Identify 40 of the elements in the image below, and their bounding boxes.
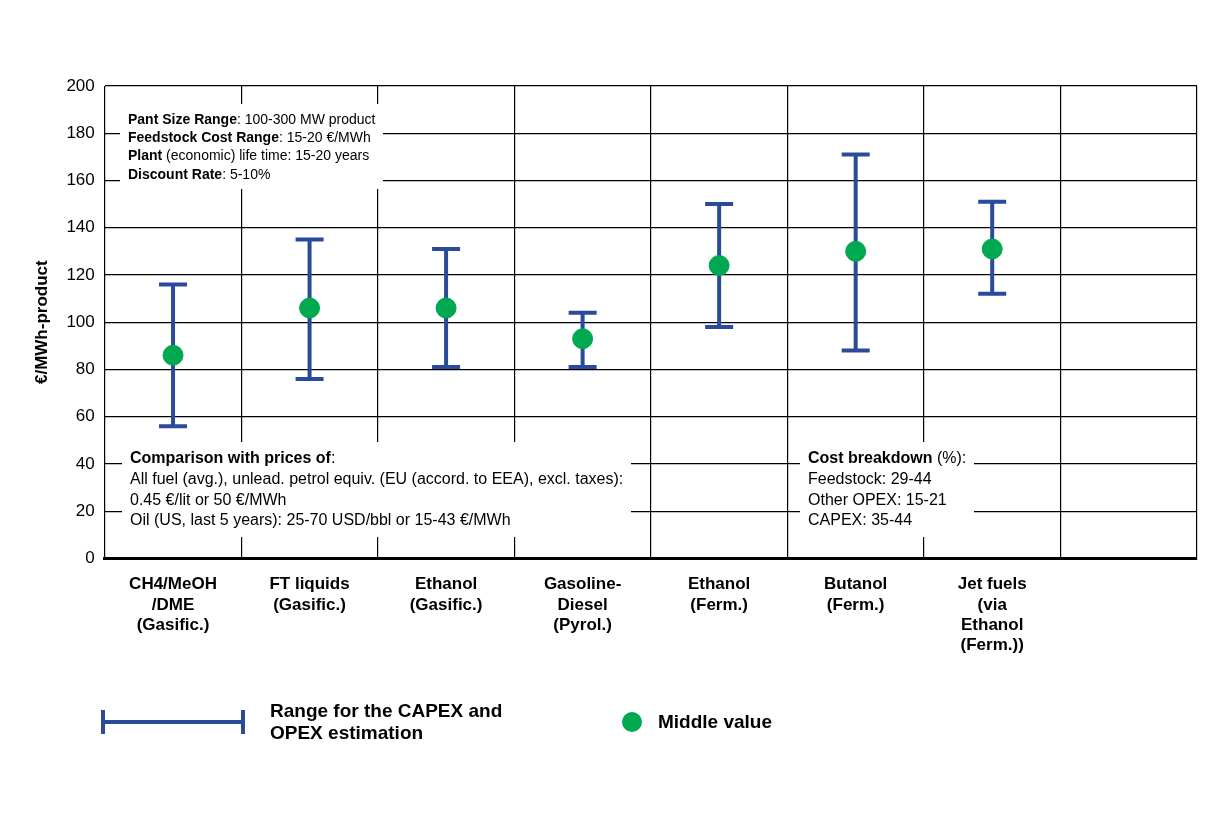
x-tick-label: Gasoline- Diesel (Pyrol.) <box>543 574 622 635</box>
point <box>981 238 1003 260</box>
x-tick-label: Ethanol (Gasific.) <box>409 574 483 614</box>
x-tick-label: Ethanol (Ferm.) <box>687 574 751 614</box>
annotation: Comparison with prices of: <box>130 449 336 466</box>
y-tick-label: 140 <box>66 217 95 237</box>
point <box>845 240 867 262</box>
annotation: Feedstock Cost Range: 15-20 €/MWh <box>128 129 371 146</box>
y-tick-label: 160 <box>66 170 95 190</box>
x-tick-label: Butanol (Ferm.) <box>824 574 888 614</box>
y-tick-label: 60 <box>75 406 95 426</box>
x-tick-label: CH4/MeOH /DME (Gasific.) <box>129 574 217 635</box>
y-tick-label: 120 <box>66 264 95 284</box>
annotation: Discount Rate: 5-10% <box>128 165 271 182</box>
annotation: All fuel (avg.), unlead. petrol equiv. (EU (accord. to EEA), excl. taxes): <box>130 468 624 489</box>
legend-label: Middle value <box>658 711 773 733</box>
y-tick-label: 100 <box>66 311 95 331</box>
text: Range for the CAPEX and OPEX estimation <box>270 700 504 744</box>
annotation: Pant Size Range: 100-300 MW product <box>128 111 376 127</box>
y-tick-label: 80 <box>75 359 95 379</box>
y-tick-label: 200 <box>66 75 95 95</box>
point <box>572 328 594 350</box>
y-axis-title: €/MWh-product <box>31 260 51 385</box>
y-tick-label: 20 <box>75 500 95 520</box>
y-tick-label: 180 <box>66 122 95 142</box>
point <box>162 344 184 366</box>
x-tick-label: FT liquids (Gasific.) <box>269 574 350 614</box>
y-tick-label: 40 <box>75 453 95 473</box>
point <box>299 297 321 319</box>
point <box>435 297 457 319</box>
x-tick-label: Jet fuels (via Ethanol (Ferm.)) <box>957 574 1027 655</box>
annotation: 0.45 €/lit or 50 €/MWh <box>130 489 288 510</box>
annotation: Feedstock: 29-44 <box>808 468 933 489</box>
annotation: CAPEX: 35-44 <box>808 510 914 531</box>
y-tick-label: 0 <box>85 548 95 568</box>
point <box>708 255 730 277</box>
annotation: Oil (US, last 5 years): 25-70 USD/bbl or 15-43 €/MWh <box>130 510 512 531</box>
annotation: Cost breakdown (%): <box>808 449 967 466</box>
annotation: Other OPEX: 15-21 <box>808 489 948 510</box>
annotation: Plant (economic) life time: 15-20 years <box>128 147 370 164</box>
